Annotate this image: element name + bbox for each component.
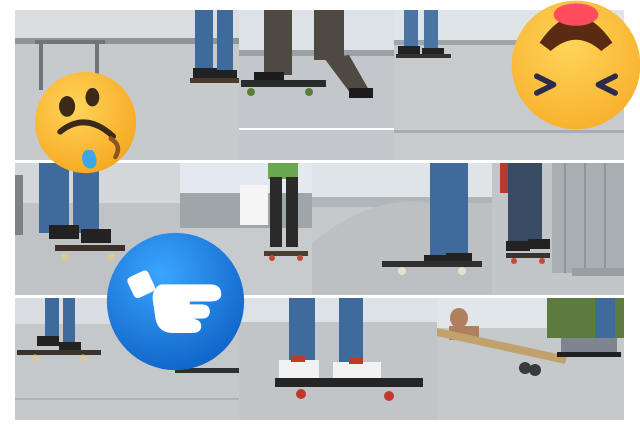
photo-tile-skatepark-green-shirt: [180, 163, 312, 295]
photo-tile-skater-pushing: [239, 10, 394, 160]
laughing-squinting-face-icon: [506, 0, 640, 135]
drooling-upside-down-face-icon: [28, 65, 143, 180]
pointing-hand-icon: [104, 230, 247, 373]
photo-tile-skater-near-wall: [492, 163, 624, 295]
photo-tile-skater-legs-center: [312, 163, 492, 295]
photo-tile-skater-fallen-board: [437, 298, 624, 420]
photo-tile-skater-sneakers-closeup: [239, 298, 437, 420]
